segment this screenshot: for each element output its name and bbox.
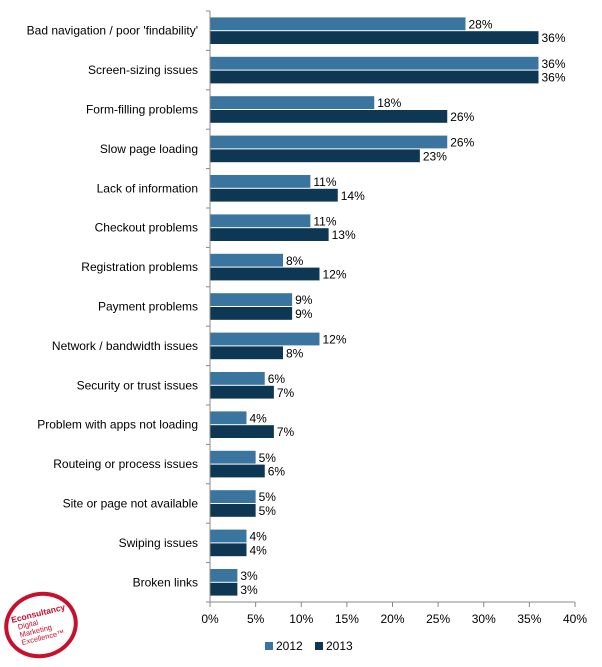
bar-2012 [210,214,311,228]
value-label-2013: 14% [341,189,365,203]
value-label-2012: 12% [323,333,347,347]
value-label-2013: 3% [240,583,258,597]
x-tick-label: 15% [335,612,359,626]
x-tick-label: 20% [380,612,404,626]
x-tick-label: 40% [563,612,587,626]
value-label-2013: 13% [332,228,356,242]
legend-label-2013: 2013 [326,639,353,653]
category-label: Bad navigation / poor 'findability' [27,24,198,38]
bar-2013 [210,31,539,44]
value-label-2013: 6% [268,465,286,479]
category-label: Payment problems [98,300,198,314]
value-label-2013: 23% [423,149,447,163]
value-label-2012: 9% [295,293,313,307]
value-label-2012: 6% [268,372,286,386]
bar-2013 [210,385,274,399]
bar-2013 [210,188,338,202]
x-tick-label: 5% [247,612,265,626]
category-label: Checkout problems [95,221,198,235]
category-label: Site or page not available [63,497,199,511]
bar-2012 [210,175,311,188]
value-label-2012: 3% [240,569,258,583]
bar-2012 [210,569,238,582]
value-label-2013: 12% [323,268,347,282]
value-label-2012: 11% [313,214,336,228]
value-label-2012: 5% [259,490,277,504]
x-tick-label: 25% [426,612,450,626]
bar-2012 [210,293,293,306]
value-label-2012: 26% [450,136,474,150]
bar-2013 [210,267,320,281]
value-label-2013: 7% [277,386,295,400]
category-label: Form-filling problems [86,103,198,117]
bar-2012 [210,372,265,385]
bar-2013 [210,504,256,517]
bar-2012 [210,17,466,31]
value-label-2012: 8% [286,254,304,268]
legend-swatch-2012 [265,642,273,650]
value-label-2012: 11% [313,175,336,189]
bar-2013 [210,228,329,241]
bar-2012 [210,490,256,503]
x-tick-label: 30% [472,612,496,626]
category-label: Registration problems [81,260,198,274]
value-label-2012: 4% [250,530,268,544]
category-label: Slow page loading [100,142,198,156]
value-label-2012: 5% [259,451,277,465]
bar-2012 [210,450,256,464]
bar-2013 [210,464,265,478]
legend-label-2012: 2012 [276,639,303,653]
value-label-2013: 4% [250,543,268,557]
value-label-2013: 8% [286,346,304,360]
value-label-2012: 36% [542,57,566,71]
value-label-2012: 18% [377,96,401,110]
bar-2013 [210,582,238,596]
bar-2013 [210,543,247,557]
bar-2012 [210,529,247,543]
bar-2012 [210,56,539,70]
bar-2013 [210,307,293,320]
category-label: Broken links [133,575,198,589]
category-label: Screen-sizing issues [88,63,198,77]
category-label: Lack of information [97,181,198,195]
bar-2013 [210,70,539,84]
value-label-2013: 26% [450,110,474,124]
bar-2012 [210,411,247,425]
bar-2013 [210,149,420,163]
bar-2013 [210,425,274,438]
x-tick-label: 35% [517,612,541,626]
category-label: Security or trust issues [77,378,198,392]
bar-2012 [210,96,375,109]
bar-2012 [210,135,448,149]
category-label: Routeing or process issues [53,457,198,471]
value-label-2013: 5% [259,504,277,518]
bar-2012 [210,332,320,346]
value-label-2013: 36% [542,31,566,45]
category-label: Network / bandwidth issues [52,339,198,353]
value-label-2013: 9% [295,307,313,321]
value-label-2013: 7% [277,425,295,439]
value-label-2012: 4% [250,411,268,425]
value-label-2012: 28% [469,17,493,31]
x-tick-label: 10% [289,612,313,626]
category-label: Problem with apps not loading [37,418,198,432]
bar-2013 [210,346,283,360]
value-label-2013: 36% [542,71,566,85]
bar-2013 [210,110,448,123]
bar-2012 [210,253,283,267]
legend-swatch-2013 [315,642,323,650]
x-tick-label: 0% [201,612,219,626]
category-label: Swiping issues [119,536,198,550]
